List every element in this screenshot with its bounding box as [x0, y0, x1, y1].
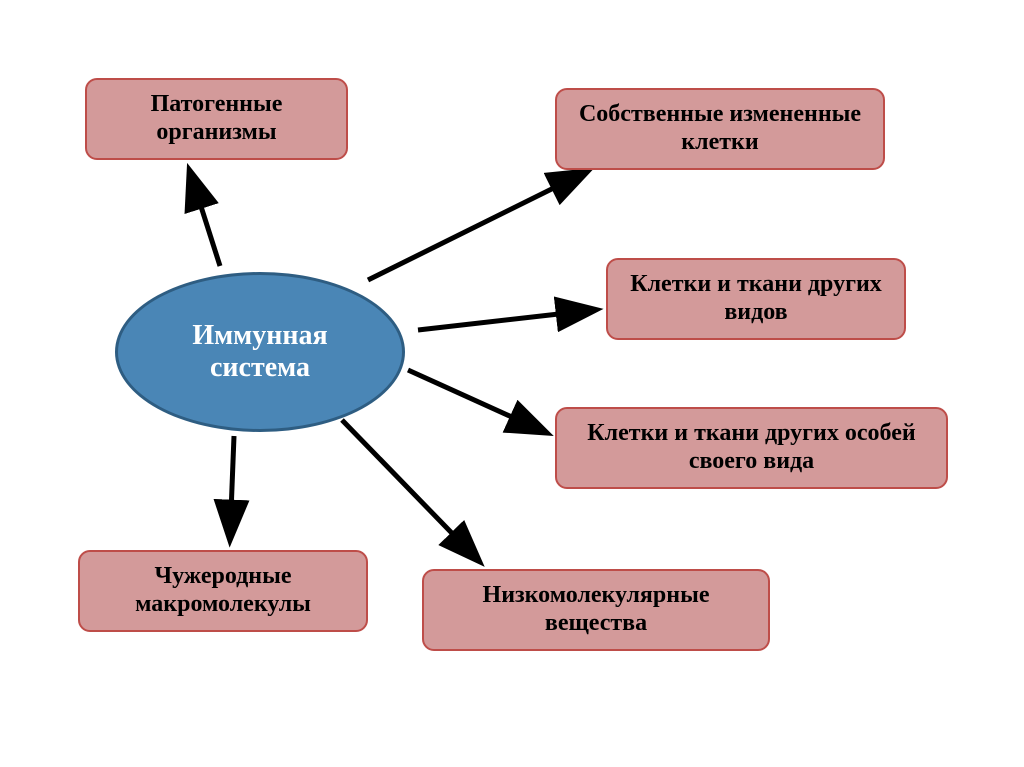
node-low_mol: Низкомолекулярные вещества — [422, 569, 770, 651]
node-foreign_mm: Чужеродные макромолекулы — [78, 550, 368, 632]
node-own_species: Клетки и ткани других особей своего вида — [555, 407, 948, 489]
arrow-1 — [368, 172, 586, 280]
node-pathogens: Патогенные организмы — [85, 78, 348, 160]
arrow-0 — [190, 172, 220, 266]
arrow-3 — [408, 370, 545, 432]
center-node: Иммунная система — [115, 272, 405, 432]
node-own_changed: Собственные измененные клетки — [555, 88, 885, 170]
arrow-2 — [418, 310, 594, 330]
arrow-5 — [230, 436, 234, 538]
node-other_spec: Клетки и ткани других видов — [606, 258, 906, 340]
arrow-4 — [342, 420, 478, 560]
